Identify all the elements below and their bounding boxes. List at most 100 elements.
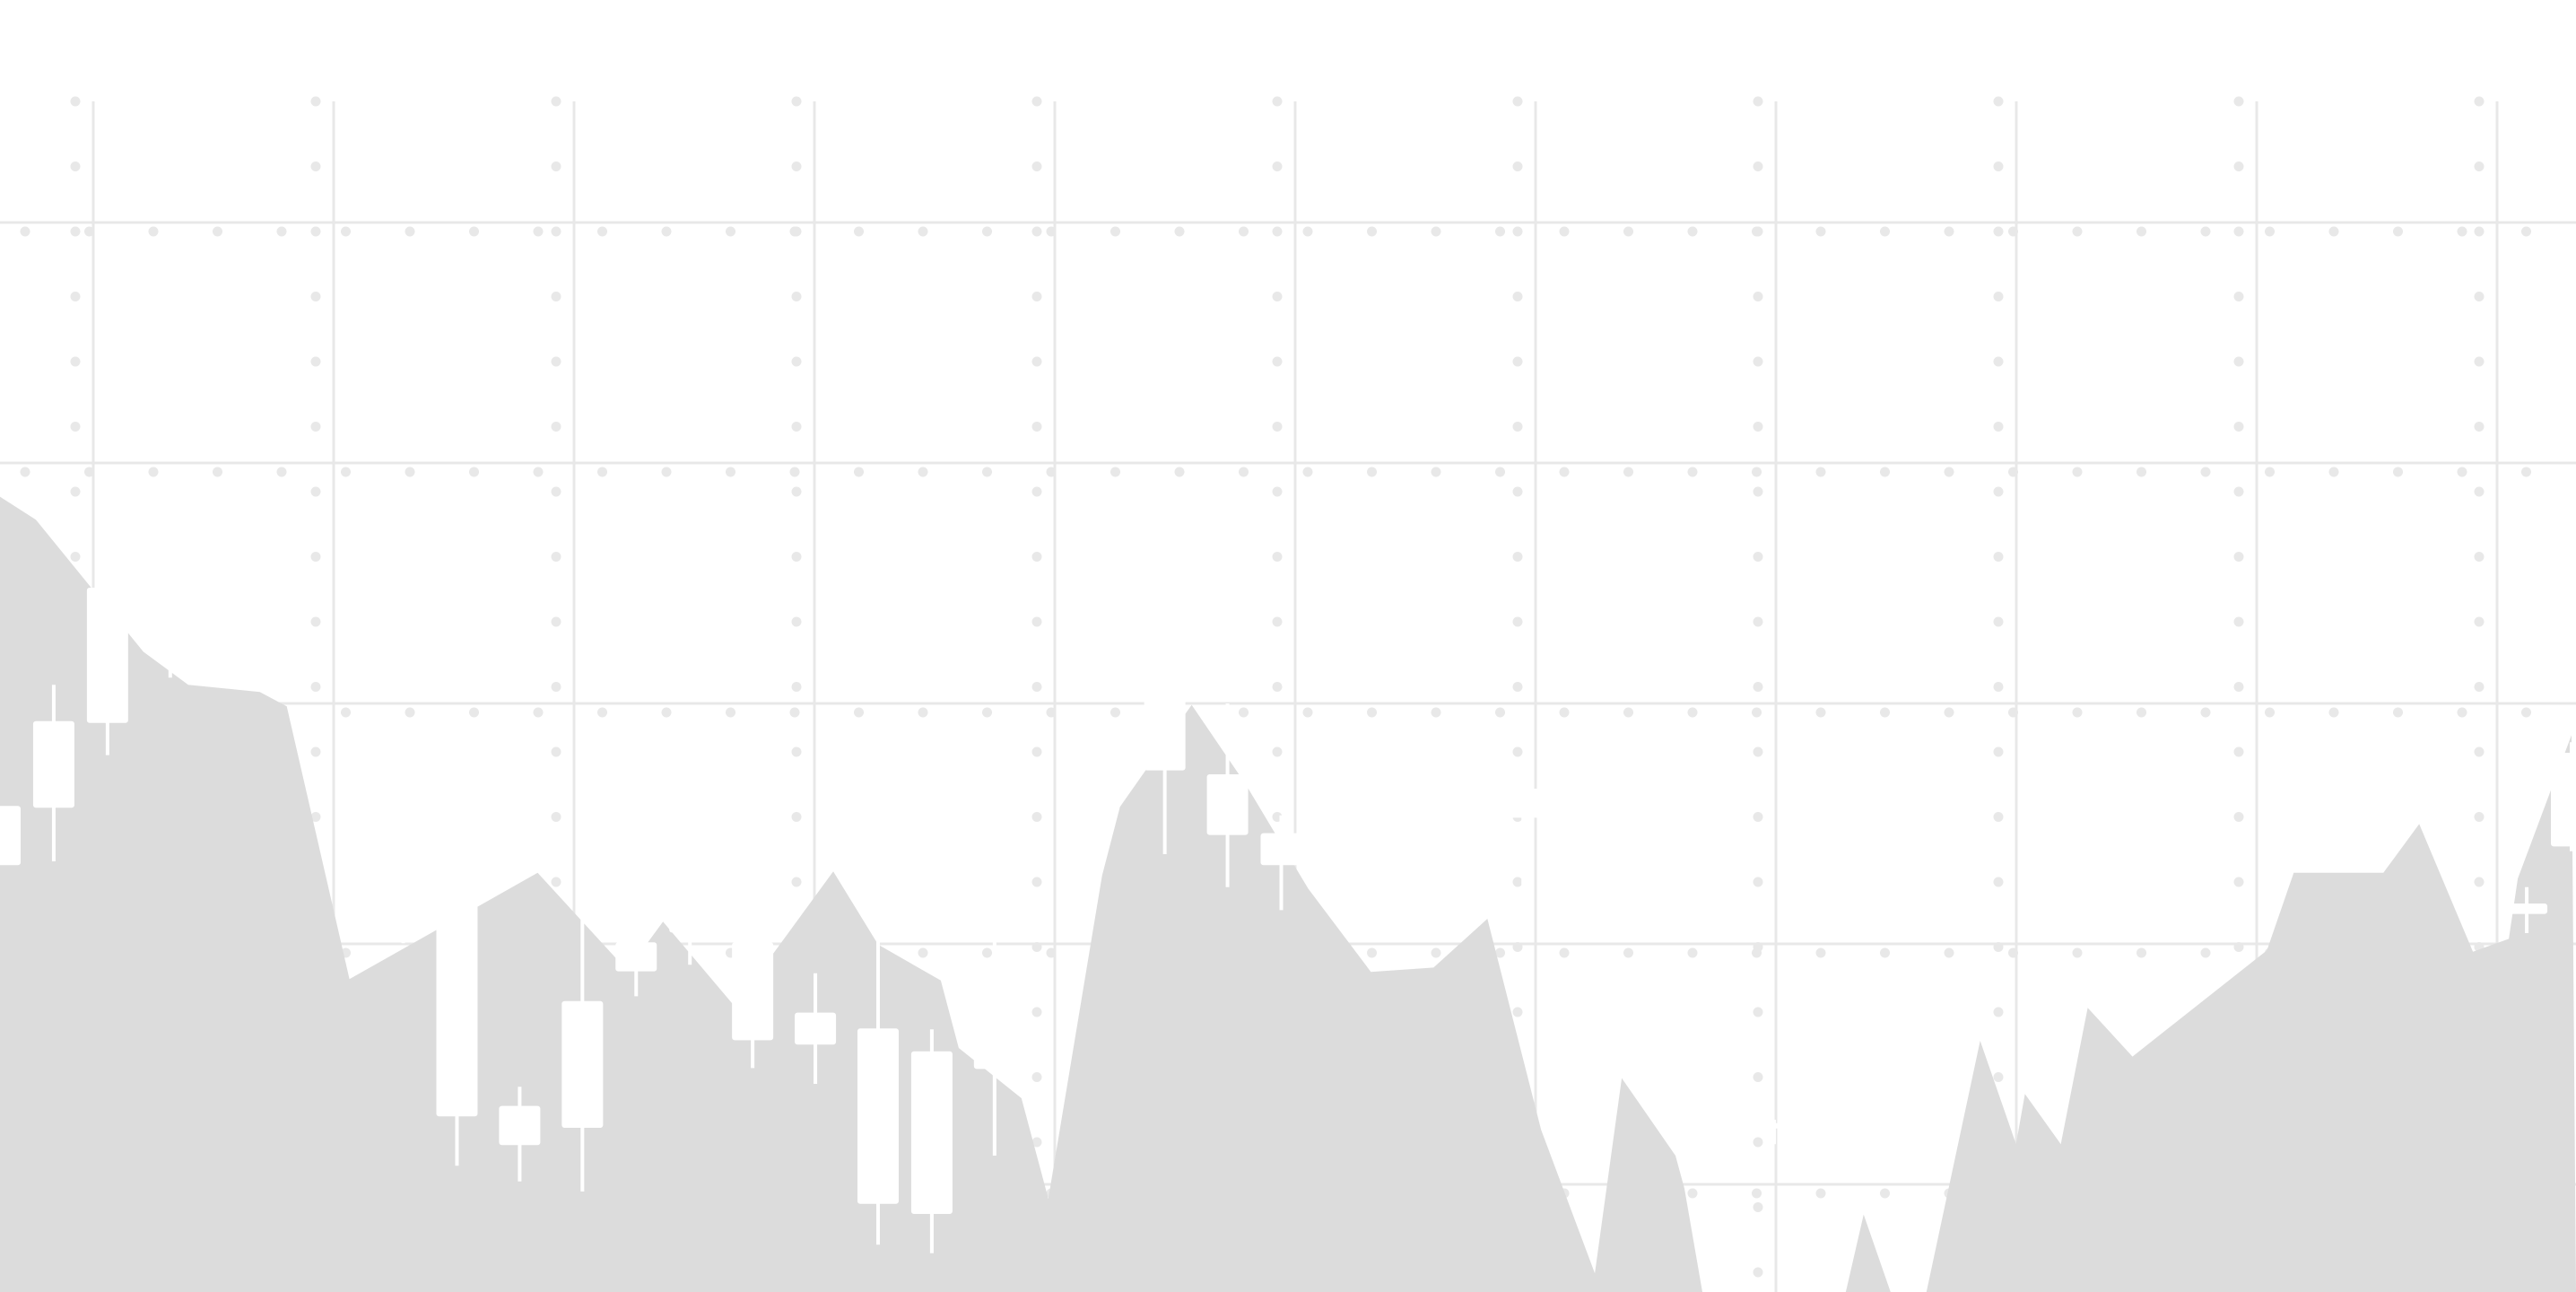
grid-dot (1752, 226, 1762, 237)
grid-dot (1367, 707, 1377, 718)
grid-dot (2474, 552, 2485, 562)
candle-body (669, 912, 711, 933)
grid-dot (2137, 947, 2146, 958)
grid-dot (70, 226, 81, 237)
grid-dot (1815, 226, 1826, 237)
grid-dot (1993, 162, 2004, 171)
grid-dot (791, 682, 802, 692)
candle-body (910, 1051, 953, 1215)
grid-dot (1174, 226, 1185, 237)
grid-dot (2233, 162, 2244, 171)
grid-dot (2137, 707, 2146, 718)
grid-dot (1815, 467, 1826, 477)
candle-body (1099, 622, 1141, 668)
grid-dot (1993, 616, 2004, 627)
grid-dot (1031, 682, 1042, 692)
grid-dot (982, 947, 992, 958)
grid-dot (551, 292, 561, 301)
grid-dot (469, 226, 479, 237)
grid-dot (2328, 467, 2339, 477)
grid-dot (551, 356, 561, 367)
grid-dot (918, 226, 928, 237)
grid-dot (2328, 226, 2339, 237)
grid-dot (791, 96, 802, 107)
grid-dot (789, 707, 800, 718)
grid-dot (213, 467, 222, 477)
grid-dot (1031, 1072, 1042, 1082)
grid-dot (1815, 707, 1826, 718)
grid-dot (1272, 162, 1283, 171)
grid-dot (1031, 486, 1042, 497)
grid-dot (213, 226, 222, 237)
candle-series (0, 484, 2576, 1253)
grid-dot (1031, 1007, 1042, 1017)
grid-dot (2328, 707, 2339, 718)
grid-dot (2521, 467, 2531, 477)
grid-dot (2474, 682, 2485, 692)
grid-dot (1880, 947, 1890, 958)
grid-dot (533, 707, 544, 718)
grid-dot (1512, 682, 1523, 692)
grid-dot (789, 226, 800, 237)
grid-dot (2137, 467, 2146, 477)
grid-dot (2233, 422, 2244, 432)
grid-dot (1431, 226, 1441, 237)
grid-dot (1753, 1267, 1763, 1278)
grid-dot (1031, 422, 1042, 432)
grid-dot (2233, 877, 2244, 887)
grid-dot (854, 467, 864, 477)
grid-dot (1512, 226, 1523, 237)
grid-dot (2200, 707, 2211, 718)
grid-dot (2393, 467, 2403, 477)
grid-dot (1431, 467, 1441, 477)
grid-dot (1559, 707, 1570, 718)
candle-body (149, 504, 191, 590)
grid-dot (2233, 292, 2244, 301)
grid-dot (310, 682, 321, 692)
grid-dot (148, 226, 159, 237)
grid-dot (1993, 486, 2004, 497)
grid-dot (1623, 707, 1633, 718)
grid-dot (1031, 812, 1042, 822)
grid-dot (2474, 812, 2485, 822)
grid-dot (2474, 422, 2485, 432)
grid-dot (791, 552, 802, 562)
grid-dot (70, 162, 81, 171)
grid-dot (1880, 467, 1890, 477)
grid-dot (982, 226, 992, 237)
grid-dot (70, 486, 81, 497)
grid-dot (310, 226, 321, 237)
grid-dot (533, 467, 544, 477)
grid-dot (1272, 616, 1283, 627)
grid-dot (726, 707, 735, 718)
candle-body (1664, 1093, 1706, 1099)
grid-dot (1687, 707, 1698, 718)
grid-dot (1512, 96, 1523, 107)
grid-dot (1512, 486, 1523, 497)
candle-body (615, 942, 657, 972)
grid-dot (1753, 877, 1763, 887)
grid-dot (661, 226, 672, 237)
grid-dot (70, 292, 81, 301)
grid-dot (551, 877, 561, 887)
grid-dot (1302, 707, 1313, 718)
grid-dot (791, 422, 802, 432)
grid-dot (1272, 552, 1283, 562)
candle-body (1753, 1122, 1795, 1129)
grid-dot (2265, 467, 2275, 477)
grid-dot (1753, 162, 1763, 171)
grid-dot (2474, 96, 2485, 107)
grid-dot (2233, 812, 2244, 822)
candle-body (1619, 1028, 1661, 1038)
grid-dot (1752, 1188, 1762, 1199)
grid-dot (310, 96, 321, 107)
grid-dot (1880, 1188, 1890, 1199)
grid-dot (1272, 226, 1283, 237)
grid-dot (854, 226, 864, 237)
grid-dot (918, 707, 928, 718)
grid-dot (918, 467, 928, 477)
grid-dot (791, 746, 802, 757)
grid-dot (2200, 947, 2211, 958)
grid-dot (310, 486, 321, 497)
candle-body (436, 851, 478, 1117)
